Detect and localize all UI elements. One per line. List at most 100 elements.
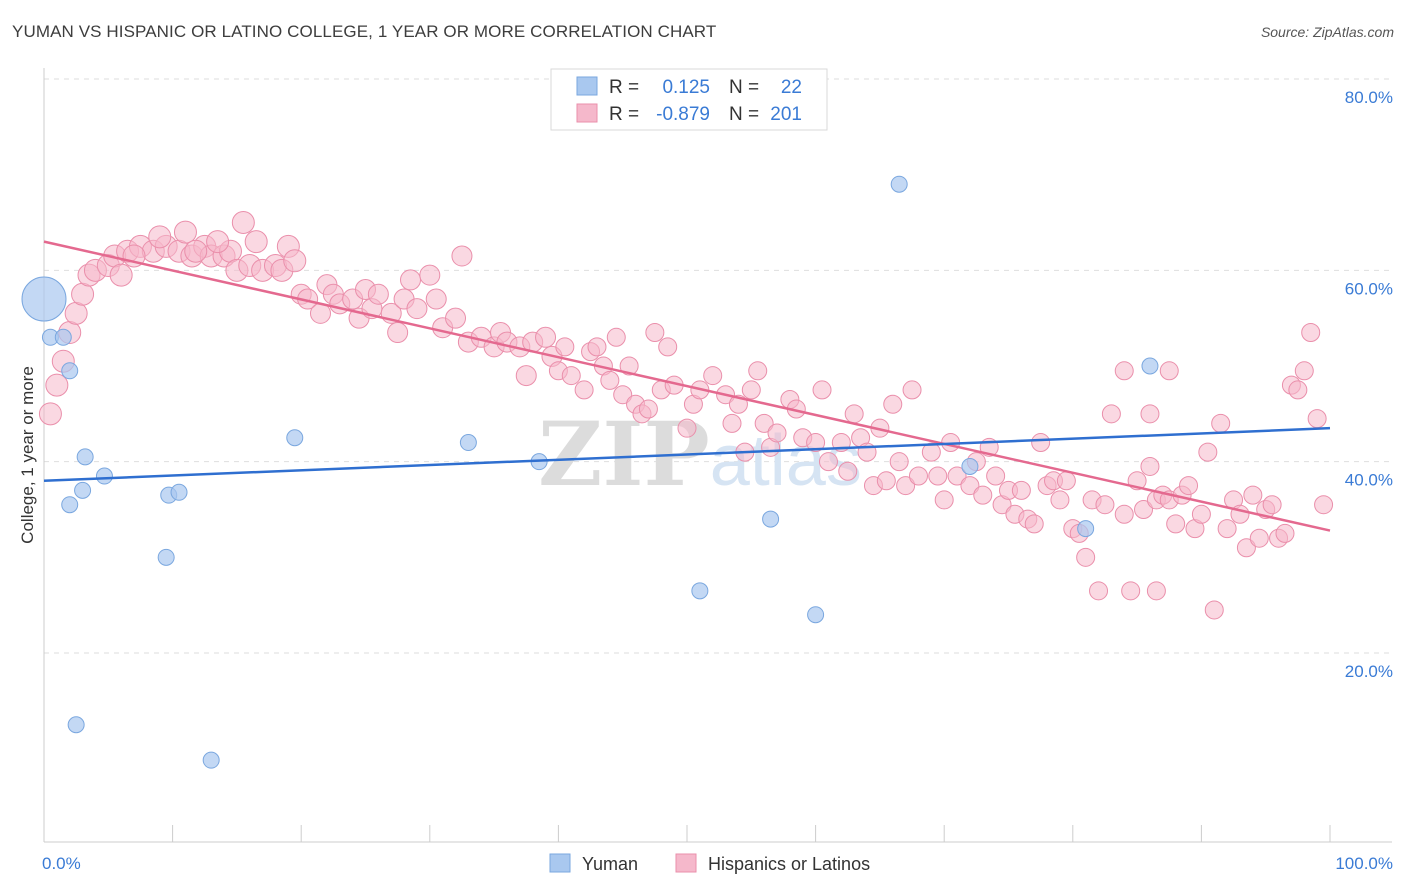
hispanic-point xyxy=(947,466,967,486)
hispanic-point xyxy=(722,413,742,433)
hispanic-point xyxy=(1211,413,1231,433)
correlation-legend: R = 0.125 N = 22 R = -0.879 N = 201 xyxy=(550,68,828,131)
hispanic-point xyxy=(587,337,607,357)
hispanic-point xyxy=(754,413,774,433)
hispanic-point xyxy=(1191,504,1211,524)
hispanic-point xyxy=(767,423,787,443)
hispanic-point xyxy=(535,326,557,348)
hispanic-point xyxy=(244,230,268,254)
legend-n-label-2: N = xyxy=(729,104,759,125)
hispanic-point xyxy=(908,466,928,486)
yuman-point xyxy=(459,434,477,452)
hispanic-point xyxy=(934,490,954,510)
hispanic-point xyxy=(876,471,896,491)
hispanic-point xyxy=(1114,504,1134,524)
yuman-point xyxy=(807,606,825,624)
hispanic-point xyxy=(600,370,620,390)
hispanic-point xyxy=(986,466,1006,486)
hispanic-point xyxy=(64,301,88,325)
hispanic-point xyxy=(231,211,255,234)
hispanic-point xyxy=(206,230,230,254)
y-axis-label: College, 1 year or more xyxy=(18,366,37,544)
hispanic-point xyxy=(973,485,993,505)
hispanic-point xyxy=(1140,456,1160,476)
yuman-point xyxy=(286,429,304,447)
hispanic-point xyxy=(1095,495,1115,515)
legend-r-label-2: R = xyxy=(609,104,639,125)
hispanic-point xyxy=(1121,581,1141,601)
hispanic-bottom-swatch xyxy=(675,853,697,873)
y-tick-label: 60.0% xyxy=(1345,279,1393,298)
hispanic-point xyxy=(928,466,948,486)
hispanic-point xyxy=(806,433,826,453)
hispanic-point xyxy=(555,337,575,357)
yuman-bottom-swatch xyxy=(549,853,571,873)
yuman-point xyxy=(21,276,67,322)
hispanic-point xyxy=(1134,500,1154,519)
hispanic-point xyxy=(883,394,903,414)
hispanic-point xyxy=(445,307,467,329)
hispanic-point xyxy=(1140,404,1160,424)
hispanic-point xyxy=(844,404,864,424)
chart-title: YUMAN VS HISPANIC OR LATINO COLLEGE, 1 Y… xyxy=(12,22,717,41)
hispanic-point xyxy=(173,220,197,244)
trend-lines xyxy=(43,240,1331,532)
hispanic-point xyxy=(658,337,678,357)
hispanic-point xyxy=(561,366,581,386)
yuman-point xyxy=(202,751,220,769)
hispanic-legend-swatch xyxy=(576,103,598,123)
hispanic-point xyxy=(1159,361,1179,381)
hispanic-point xyxy=(1114,361,1134,381)
yuman-point xyxy=(762,510,780,528)
legend-n-value-2: 201 xyxy=(770,104,802,125)
hispanic-point xyxy=(1301,323,1321,343)
y-tick-label: 40.0% xyxy=(1345,471,1393,490)
yuman-point xyxy=(76,448,94,466)
hispanic-point xyxy=(1249,528,1269,548)
hispanic-point xyxy=(1198,442,1218,462)
hispanic-point xyxy=(184,239,208,263)
legend-n-label-1: N = xyxy=(729,77,759,98)
yuman-legend-swatch xyxy=(576,76,598,96)
hispanic-point xyxy=(71,282,95,306)
hispanic-point xyxy=(387,322,409,344)
hispanic-point xyxy=(1275,523,1295,543)
x-tick-labels: 0.0% 100.0% xyxy=(42,854,1393,873)
hispanic-point xyxy=(645,323,665,343)
hispanic-point xyxy=(1314,495,1334,515)
hispanic-point xyxy=(960,476,980,496)
y-tick-label: 20.0% xyxy=(1345,662,1393,681)
hispanic-point xyxy=(1217,519,1237,539)
hispanic-point xyxy=(109,263,133,287)
hispanic-point xyxy=(818,452,838,472)
hispanic-point xyxy=(1262,495,1282,515)
hispanic-point xyxy=(889,452,909,472)
hispanic-point xyxy=(1050,490,1070,510)
hispanic-point xyxy=(1089,581,1109,601)
grid-lines xyxy=(44,78,1392,654)
hispanic-point xyxy=(619,356,639,376)
legend-r-label-1: R = xyxy=(609,77,639,98)
hispanic-point xyxy=(419,264,441,286)
hispanic-point xyxy=(1101,404,1121,424)
hispanic-trend-line xyxy=(43,240,1331,532)
series-legend: Yuman Hispanics or Latinos xyxy=(549,853,870,874)
yuman-point xyxy=(157,548,175,566)
hispanic-point xyxy=(400,269,422,291)
hispanic-point xyxy=(406,298,428,320)
hispanic-point xyxy=(677,418,697,438)
hispanic-point xyxy=(613,385,633,405)
y-tick-label: 80.0% xyxy=(1345,88,1393,107)
hispanic-point xyxy=(1056,471,1076,491)
hispanic-point xyxy=(515,365,537,387)
yuman-point xyxy=(961,457,979,475)
yuman-point xyxy=(54,328,72,346)
hispanic-bottom-label: Hispanics or Latinos xyxy=(708,854,870,874)
hispanic-point xyxy=(1146,581,1166,601)
hispanic-point xyxy=(451,245,473,267)
hispanic-point xyxy=(896,476,916,496)
yuman-point xyxy=(170,483,188,501)
hispanic-point xyxy=(703,366,723,386)
hispanic-point xyxy=(574,380,594,400)
